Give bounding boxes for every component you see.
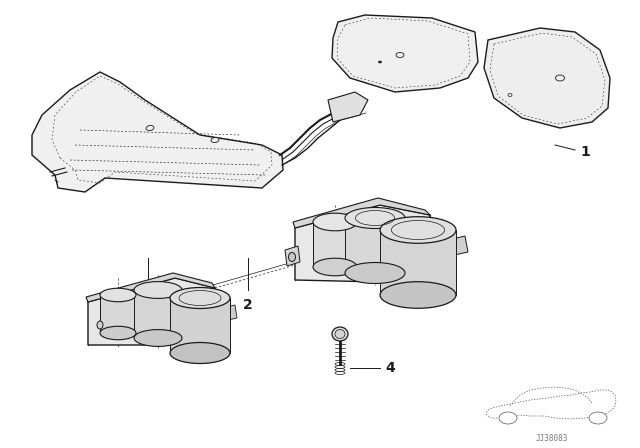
Ellipse shape	[134, 282, 182, 298]
Polygon shape	[484, 28, 610, 128]
Ellipse shape	[589, 412, 607, 424]
Polygon shape	[313, 222, 357, 267]
Polygon shape	[88, 278, 215, 345]
Ellipse shape	[313, 213, 357, 231]
Ellipse shape	[378, 61, 381, 63]
Polygon shape	[222, 305, 237, 321]
Ellipse shape	[146, 125, 154, 130]
Ellipse shape	[380, 282, 456, 308]
Ellipse shape	[170, 288, 230, 309]
Text: 3: 3	[143, 298, 153, 312]
Text: JJ38083: JJ38083	[536, 434, 568, 443]
Polygon shape	[293, 198, 430, 228]
Polygon shape	[32, 72, 283, 192]
Text: 4: 4	[385, 361, 395, 375]
Ellipse shape	[170, 343, 230, 363]
Polygon shape	[448, 236, 468, 256]
Ellipse shape	[556, 75, 564, 81]
Ellipse shape	[332, 327, 348, 341]
Ellipse shape	[211, 138, 219, 142]
Polygon shape	[328, 92, 368, 122]
Ellipse shape	[508, 94, 512, 96]
Ellipse shape	[396, 52, 404, 57]
Polygon shape	[170, 298, 230, 353]
Ellipse shape	[313, 258, 357, 276]
Polygon shape	[380, 230, 456, 295]
Ellipse shape	[100, 288, 136, 302]
Polygon shape	[100, 295, 136, 333]
Ellipse shape	[289, 253, 296, 262]
Ellipse shape	[345, 263, 405, 284]
Polygon shape	[295, 205, 430, 282]
Ellipse shape	[97, 321, 103, 329]
Polygon shape	[332, 15, 478, 92]
Ellipse shape	[100, 326, 136, 340]
Ellipse shape	[345, 207, 405, 228]
Ellipse shape	[380, 217, 456, 243]
Ellipse shape	[499, 412, 517, 424]
Text: 1: 1	[580, 145, 589, 159]
Polygon shape	[345, 218, 405, 273]
Ellipse shape	[134, 330, 182, 346]
Ellipse shape	[335, 329, 345, 339]
Text: 2: 2	[243, 298, 253, 312]
Polygon shape	[285, 246, 300, 266]
Polygon shape	[134, 290, 182, 338]
Polygon shape	[86, 273, 215, 302]
